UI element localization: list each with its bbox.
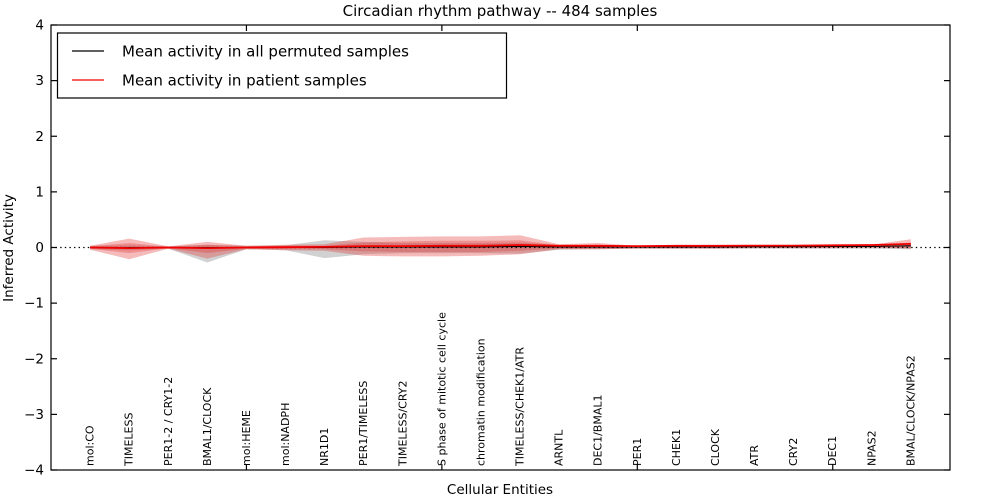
entity-label: ARNTL xyxy=(553,429,566,466)
entity-label: mol:NADPH xyxy=(279,403,292,466)
entity-label: TIMELESS/CHEK1/ATR xyxy=(514,347,527,467)
permuted-std-band xyxy=(90,240,911,263)
y-tick-label: 0 xyxy=(35,240,44,256)
y-tick-labels: −4 −3 −2 −1 0 1 2 3 4 xyxy=(24,18,44,479)
legend-label-patient: Mean activity in patient samples xyxy=(122,72,367,90)
chart-title: Circadian rhythm pathway -- 484 samples xyxy=(343,2,658,20)
entity-label: PER1 xyxy=(631,438,644,466)
entity-label: NR1D1 xyxy=(318,428,331,466)
x-entity-labels: mol:CO TIMELESS PER1-2 / CRY1-2 BMAL1/CLOCK… xyxy=(84,312,918,467)
mean-lines xyxy=(90,243,911,250)
y-tick-label: −1 xyxy=(24,296,44,312)
entity-label: TIMELESS/CRY2 xyxy=(396,381,409,468)
entity-label: PER1-2 / CRY1-2 xyxy=(162,377,175,466)
patient-std-band xyxy=(90,235,911,260)
y-tick-label: −4 xyxy=(24,463,44,479)
y-tick-label: 3 xyxy=(35,73,44,89)
patient-mean-line xyxy=(90,243,911,250)
entity-label: DEC1/BMAL1 xyxy=(592,395,605,467)
entity-label: CLOCK xyxy=(709,428,722,466)
entity-label: DEC1 xyxy=(826,436,839,466)
legend-label-permuted: Mean activity in all permuted samples xyxy=(122,43,409,61)
entity-label: NPAS2 xyxy=(865,430,878,466)
y-tick-label: 4 xyxy=(35,18,44,34)
entity-label: TIMELESS xyxy=(123,413,136,467)
entity-label: CRY2 xyxy=(787,438,800,466)
y-tick-label: 1 xyxy=(35,184,44,200)
axes-frame xyxy=(50,24,951,471)
entity-label: mol:HEME xyxy=(240,410,253,466)
y-tick-label: −3 xyxy=(24,407,44,423)
y-axis-label: Inferred Activity xyxy=(1,194,17,302)
entity-label: S phase of mitotic cell cycle xyxy=(435,312,448,466)
entity-label: PER1/TIMELESS xyxy=(357,381,370,466)
entity-label: chromatin modification xyxy=(475,338,488,466)
entity-label: CHEK1 xyxy=(670,429,683,466)
entity-label: BMAL1/CLOCK xyxy=(201,387,214,466)
x-axis-label: Cellular Entities xyxy=(447,482,553,498)
entity-label: ATR xyxy=(748,445,761,466)
legend-frame xyxy=(56,32,508,99)
entity-label: BMAL/CLOCK/NPAS2 xyxy=(904,355,917,466)
y-tick-label: −2 xyxy=(24,351,44,367)
legend: Mean activity in all permuted samples Me… xyxy=(56,32,508,99)
y-tick-label: 2 xyxy=(35,129,44,145)
entity-label: mol:CO xyxy=(84,425,97,466)
